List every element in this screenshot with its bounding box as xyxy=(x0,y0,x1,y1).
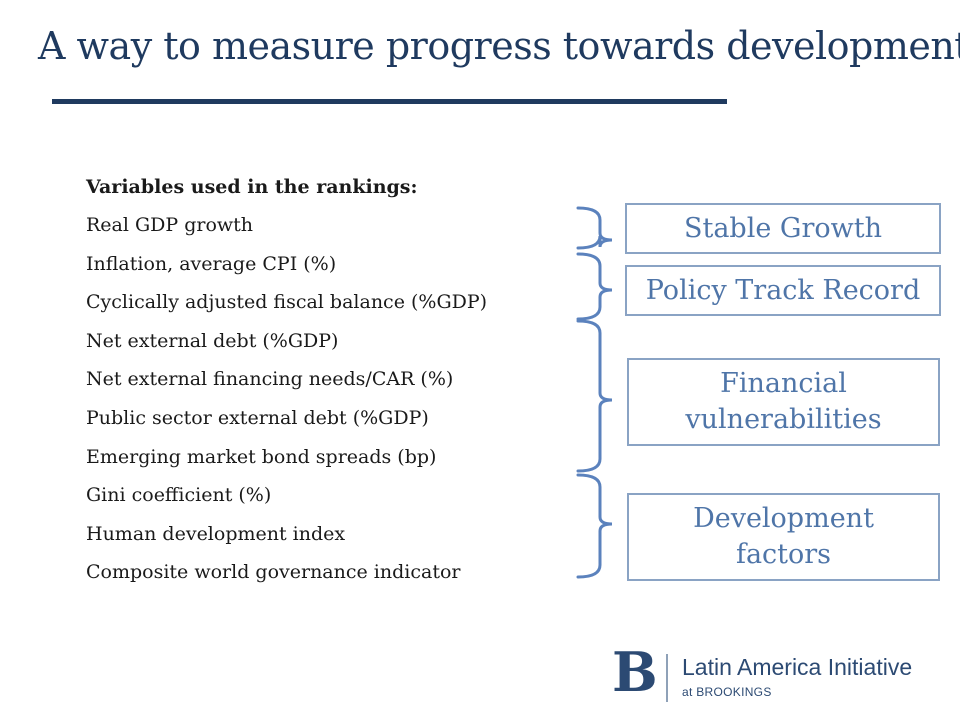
category-label: Financial xyxy=(720,368,847,399)
variable-item: Cyclically adjusted fiscal balance (%GDP… xyxy=(86,291,488,314)
brace-development-factors xyxy=(576,473,613,579)
variable-item: Gini coefficient (%) xyxy=(86,484,272,507)
variables-list: Real GDP growth Inflation, average CPI (… xyxy=(86,208,487,594)
slide-title: A way to measure progress towards develo… xyxy=(38,24,960,68)
logo-name: Latin America Initiative xyxy=(682,654,913,680)
category-label: Development xyxy=(693,503,874,534)
category-financial-vulnerabilities: Financial vulnerabilities xyxy=(627,358,940,446)
category-policy-track-record: Policy Track Record xyxy=(625,265,941,316)
variable-item: Real GDP growth xyxy=(86,214,254,236)
category-label: Stable Growth xyxy=(683,212,882,244)
variable-item: Composite world governance indicator xyxy=(86,561,461,584)
category-stable-growth: Stable Growth xyxy=(625,203,941,254)
logo-subtitle: at BROOKINGS xyxy=(682,685,772,699)
variable-item: Human development index xyxy=(86,522,346,545)
category-label: factors xyxy=(735,539,832,570)
logo-mark: B xyxy=(612,640,658,704)
variable-item: Public sector external debt (%GDP) xyxy=(86,406,429,429)
variable-item: Net external debt (%GDP) xyxy=(86,329,339,352)
brookings-logo: B Latin America Initiative at BROOKINGS xyxy=(612,640,942,706)
variable-item: Emerging market bond spreads (bp) xyxy=(86,445,437,468)
title-underline xyxy=(52,99,727,104)
variables-heading: Variables used in the rankings: xyxy=(86,176,418,198)
variable-item: Net external financing needs/CAR (%) xyxy=(86,368,454,391)
variable-item: Inflation, average CPI (%) xyxy=(86,252,337,275)
brace-financial-vulnerabilities xyxy=(576,319,613,473)
category-label: vulnerabilities xyxy=(685,404,882,435)
logo-divider xyxy=(666,654,668,702)
brace-stable-growth xyxy=(576,206,613,250)
category-label: Policy Track Record xyxy=(645,274,921,306)
category-development-factors: Development factors xyxy=(627,493,940,581)
brace-policy-track-record xyxy=(576,252,613,321)
